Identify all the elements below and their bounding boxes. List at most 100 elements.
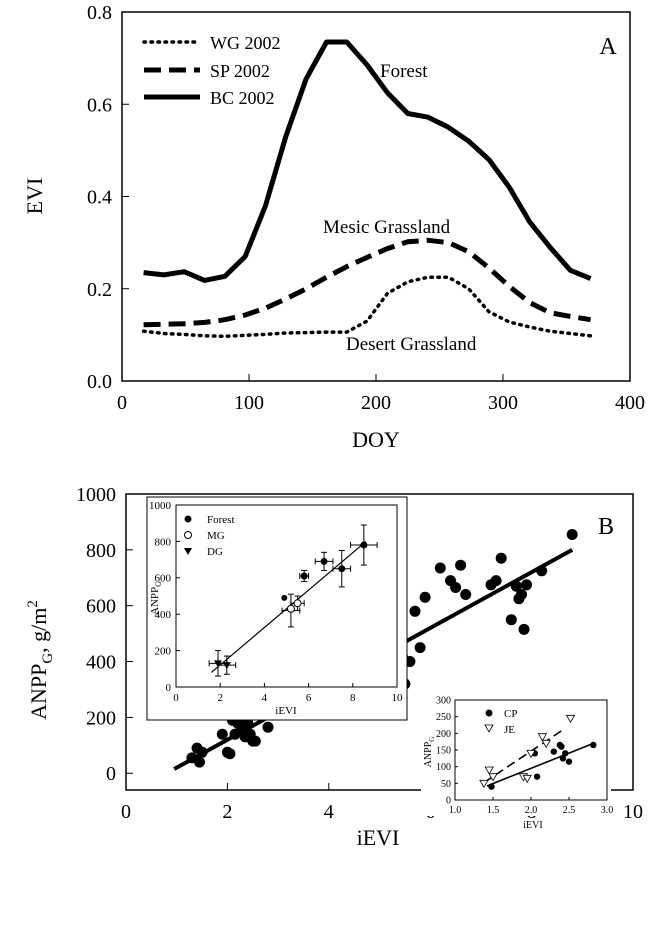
panel-b-x-tick-label-2: 4 [324, 801, 334, 823]
inset-2-x-tick-label-1: 1.5 [487, 805, 500, 816]
inset-2-x-tick-label-4: 3.0 [601, 805, 614, 816]
panel-b-point-36 [455, 559, 467, 571]
legend-label-sp-2002: SP 2002 [210, 61, 270, 81]
panel-a-x-tick-label-3: 300 [488, 392, 518, 414]
inset-2-y-tick-label-0: 0 [446, 796, 451, 807]
panel-b-point-42 [510, 580, 522, 592]
panel-b-point-39 [490, 575, 502, 587]
inset-1-point-mg-0 [286, 604, 295, 613]
panel-b-y-label-sub: G [40, 653, 56, 664]
inset-2-point-cp-5 [558, 743, 565, 750]
panel-b-point-48 [566, 529, 578, 540]
panel-a-x-axis-label: DOY [352, 427, 400, 452]
panel-a-y-tick-label-4: 0.8 [87, 2, 112, 24]
inset-1-point-forest-1 [320, 557, 328, 565]
panel-b-y-tick-label-2: 400 [86, 652, 116, 674]
panel-b-point-35 [450, 582, 462, 593]
inset-1-x-tick-label-4: 8 [350, 692, 356, 704]
inset-1-y-tick-label-2: 400 [155, 609, 172, 621]
inset-2-y-tick-label-6: 300 [436, 696, 451, 707]
inset-2-x-ticks: 1.0 1.5 2.0 2.5 3.0 [449, 797, 614, 816]
inset-1-y-tick-label-4: 800 [155, 536, 172, 548]
panel-b-point-46 [521, 579, 532, 591]
inset-1-x-tick-label-1: 2 [217, 692, 223, 704]
inset-2-y-tick-label-4: 200 [436, 729, 451, 740]
inset-2-legend-marker-cp [485, 709, 493, 717]
panel-b-point-37 [460, 589, 472, 600]
panel-a-y-axis-label: EVI [22, 178, 47, 215]
inset-1-point-mg-1 [293, 599, 302, 608]
panel-b-y-label-rest: , g/m [26, 608, 51, 653]
panel-b-label: B [598, 514, 614, 540]
panel-b-point-33 [434, 562, 446, 574]
inset-2-point-cp-6 [559, 755, 567, 762]
series-line-sp-2002 [143, 237, 592, 328]
inset-2-y-tick-label-5: 250 [436, 712, 451, 723]
inset-1-x-axis-label: iEVI [275, 705, 297, 717]
inset-1-legend-label-forest: Forest [207, 514, 235, 526]
panel-a-legend: WG 2002 SP 2002 BC 2002 [142, 33, 281, 108]
panel-b-x-tick-label-1: 2 [222, 801, 232, 823]
inset-1-point-extra [281, 594, 288, 601]
inset-2-y-tick-label-1: 50 [441, 779, 451, 790]
panel-a-x-tick-label-2: 200 [361, 392, 391, 414]
panel-a-y-tick-label-1: 0.2 [87, 279, 112, 301]
inset-2-point-je-7 [541, 739, 551, 749]
inset-2-y-axis-label: ANPPG [423, 737, 436, 768]
series-line-bc-2002 [143, 39, 592, 283]
panel-b-point-17 [249, 735, 261, 747]
panel-b-point-32 [419, 591, 431, 603]
panel-b-point-41 [505, 614, 517, 626]
inset-1-y-tick-label-1: 200 [155, 645, 172, 657]
inset-2-point-je-0 [479, 779, 489, 789]
panel-a-y-ticks: 0.0 0.2 0.4 0.6 0.8 [87, 2, 129, 393]
inset-2-point-je-4 [522, 774, 532, 784]
inset-1-y-label-main: ANPP [149, 587, 161, 615]
panel-b-y-tick-label-0: 0 [106, 763, 116, 785]
inset-2-y-label-sub: G [428, 737, 436, 742]
panel-a-label: A [599, 34, 617, 60]
panel-b-x-tick-label-5: 10 [623, 801, 643, 823]
inset-1-y-axis-label: ANPPG [149, 581, 163, 615]
panel-a-plot-frame [121, 11, 631, 382]
panel-a: 0 100 200 300 400 0.00.20.40.60.8 DOY EVI A … [22, 2, 645, 452]
inset-1-x-tick-label-5: 10 [392, 692, 404, 704]
inset-1-legend: Forest MG DG [184, 514, 235, 558]
inset-1-y-tick-label-0: 0 [166, 682, 172, 694]
panel-b-point-31 [414, 642, 426, 654]
inset-2-x-tick-label-3: 2.5 [563, 805, 576, 816]
panel-b-point-44 [516, 589, 527, 600]
panel-a-x-tick-label-4: 400 [615, 392, 645, 414]
inset-2-y-label-main: ANPP [423, 741, 434, 767]
inset-1-x-tick-label-3: 6 [306, 692, 312, 704]
inset-1-legend-marker-forest [184, 515, 192, 523]
panel-a-series-group [141, 39, 593, 339]
inset-2-point-cp-8 [565, 758, 573, 765]
panel-b-y-ticks: 0 200 400 600 800 1000 [76, 484, 133, 785]
panel-b-point-18 [262, 721, 274, 733]
panel-b-y-axis-label: ANPPG, g/m2 [25, 600, 56, 720]
inset-2-fit-line-cp [486, 743, 593, 787]
panel-a-y-tick-label-3: 0.6 [87, 94, 112, 116]
inset-2-x-tick-label-0: 1.0 [449, 805, 462, 816]
annotation-mesic-grassland: Mesic Grassland [323, 217, 451, 238]
panel-b-point-30 [409, 605, 421, 617]
inset-2-legend-label-cp: CP [504, 708, 517, 720]
panel-a-x-tick-label-1: 100 [234, 392, 264, 414]
panel-b-y-tick-label-4: 800 [86, 540, 116, 562]
inset-1-y-ticks: 0 200 400 600 800 1000 [149, 500, 180, 694]
inset-1-point-dg-0 [213, 660, 222, 668]
inset-1-legend-marker-mg [184, 531, 192, 539]
inset-1-plot-frame [175, 504, 398, 688]
inset-2-point-cp-3 [550, 748, 557, 755]
panel-b-y-label-main: ANPP [26, 664, 51, 720]
inset-1-point-forest-3 [360, 541, 368, 549]
inset-2-point-cp-9 [590, 741, 597, 749]
panel-b-point-4 [216, 728, 228, 740]
inset-2-point-je-2 [488, 773, 498, 782]
inset-1-point-dg-1 [222, 662, 231, 670]
inset-2-y-ticks: 0 50 100 150 200 250 300 [436, 696, 458, 807]
